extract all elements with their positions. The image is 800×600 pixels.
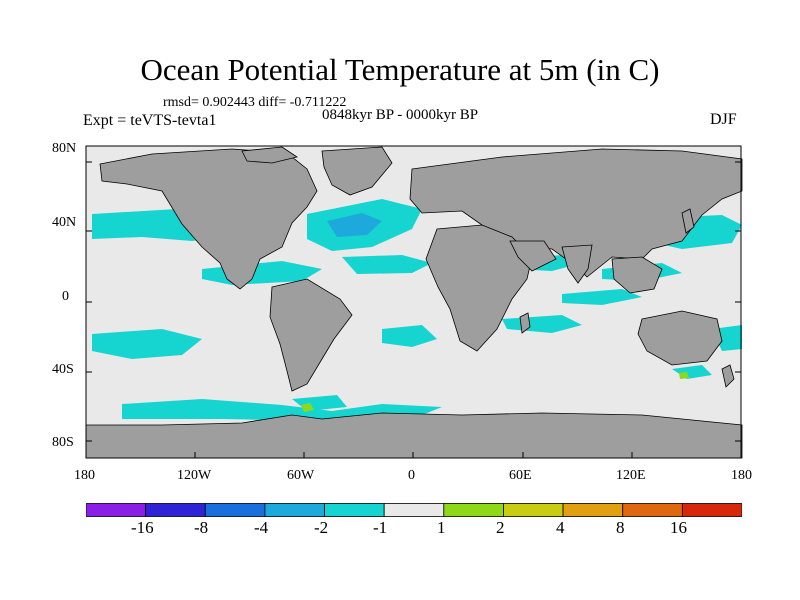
madagascar-land [519,312,531,334]
colorbar-label-3: -4 [254,518,269,537]
colorbar-label-4: -2 [314,518,329,537]
colorbar-box-8 [503,503,564,517]
colorbar-box-7 [443,503,504,517]
y-label-80n: 80N [52,141,77,156]
colorbar-label-1: -16 [131,518,154,537]
x-label-120w: 120W [177,468,212,483]
south-pacific-anomaly [92,329,202,359]
colorbar-label-5: -1 [373,518,388,537]
colorbar-box-10 [622,503,683,517]
colorbar-label-6: 1 [437,518,446,537]
plot-title: Ocean Potential Temperature at 5m (in C) [140,52,660,87]
x-label-60w: 60W [287,468,315,483]
colorbar-box-5 [324,503,385,517]
y-label-40s: 40S [52,362,74,377]
x-label-120e: 120E [616,468,646,483]
temperature-map [85,145,743,459]
japan-land [681,208,695,234]
colorbar-label-2: -8 [194,518,209,537]
africa-land [425,224,533,352]
colorbar-box-3 [204,503,266,517]
arabia-land [509,240,557,272]
x-label-180e: 180 [731,468,752,483]
experiment-text: Expt = teVTS-tevta1 [83,112,217,129]
green-patch-nz [679,372,689,379]
colorbar-label-8: 4 [556,518,565,537]
axis-ticks [85,161,742,458]
colorbar-box-11 [681,503,742,517]
x-label-0: 0 [408,468,415,483]
x-label-180w: 180 [74,468,95,483]
y-label-0: 0 [62,289,69,304]
subtropical-atlantic-anomaly [342,255,432,274]
indian-ocean-anomaly [562,289,642,305]
colorbar-label-7: 2 [496,518,505,537]
colorbar-label-9: 8 [616,518,625,537]
north-atlantic-blue [327,213,382,237]
period-text: 0848kyr BP - 0000kyr BP [322,107,479,123]
arctic-islands-land [241,146,298,164]
y-label-80s: 80S [52,435,74,450]
india-land [561,244,593,284]
land-masses [85,146,743,459]
colorbar-box-6 [383,503,445,517]
season-text: DJF [710,111,737,128]
x-label-60e: 60E [509,468,532,483]
new-zealand-land [721,364,735,388]
se-asia-land [611,256,663,294]
colorbar-box-1 [86,503,147,517]
south-atlantic-anomaly [382,325,437,347]
colorbar [86,503,742,517]
colorbar-box-9 [562,503,624,517]
south-america-land [269,278,353,392]
y-label-40n: 40N [52,215,77,230]
green-patch-antarctic [301,403,314,412]
colorbar-box-2 [145,503,206,517]
rmsd-diff-text: rmsd= 0.902443 diff= -0.711222 [163,95,347,110]
greenland-land [321,146,393,196]
australia-land [637,310,723,366]
colorbar-label-10: 16 [670,518,687,537]
colorbar-box-4 [264,503,325,517]
antarctica-land [85,412,743,459]
